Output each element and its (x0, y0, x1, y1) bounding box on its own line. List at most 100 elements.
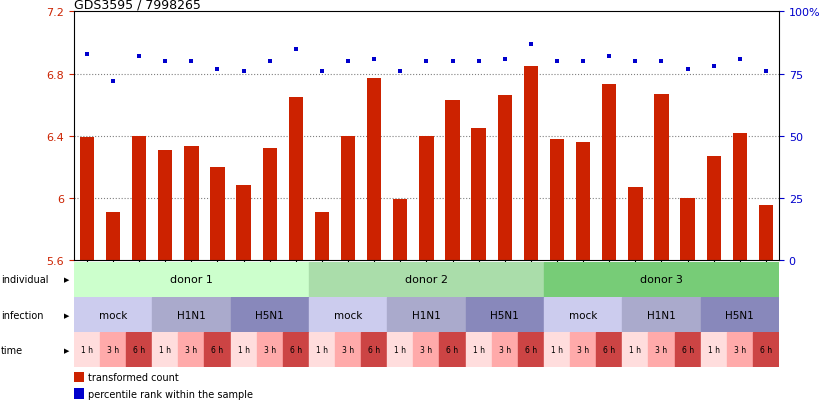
Text: H5N1: H5N1 (490, 310, 518, 320)
Text: 6 h: 6 h (524, 346, 536, 354)
Text: 6 h: 6 h (211, 346, 224, 354)
Text: 1 h: 1 h (550, 346, 563, 354)
Point (498, 56, 511, 63)
Text: 6 h: 6 h (133, 346, 145, 354)
Text: 3 h: 3 h (106, 346, 119, 354)
Bar (387, 332, 413, 368)
Point (158, 59, 171, 65)
Text: 6 h: 6 h (289, 346, 301, 354)
Point (133, 54, 146, 60)
Point (237, 69, 250, 75)
Bar (184, 147, 198, 260)
Text: 3 h: 3 h (342, 346, 354, 354)
Bar (680, 198, 694, 260)
Text: 6 h: 6 h (603, 346, 614, 354)
Text: 3 h: 3 h (263, 346, 275, 354)
Bar (517, 332, 543, 368)
Bar (648, 332, 674, 368)
Bar (550, 140, 563, 260)
Bar (419, 136, 433, 260)
Bar (491, 332, 517, 368)
Bar (204, 332, 230, 368)
Point (263, 59, 276, 65)
Text: infection: infection (1, 310, 43, 320)
Bar (106, 212, 120, 260)
Text: 1 h: 1 h (159, 346, 171, 354)
Bar (595, 332, 622, 368)
Point (628, 59, 641, 65)
Bar (758, 206, 772, 260)
Point (732, 56, 745, 63)
Text: ▶: ▶ (64, 312, 70, 318)
Text: H1N1: H1N1 (177, 310, 206, 320)
Text: 1 h: 1 h (707, 346, 719, 354)
Bar (210, 167, 224, 260)
Text: 1 h: 1 h (238, 346, 249, 354)
Bar (178, 332, 204, 368)
Bar (575, 142, 590, 260)
Point (654, 59, 667, 65)
Point (602, 54, 615, 60)
Bar (543, 332, 569, 368)
Point (80, 51, 93, 58)
Bar (283, 332, 309, 368)
Point (472, 59, 485, 65)
Bar (309, 297, 387, 332)
Bar (100, 332, 126, 368)
Text: 1 h: 1 h (394, 346, 405, 354)
Text: 1 h: 1 h (472, 346, 484, 354)
Text: 3 h: 3 h (577, 346, 589, 354)
Text: GDS3595 / 7998265: GDS3595 / 7998265 (74, 0, 201, 11)
Point (106, 78, 120, 85)
Point (393, 69, 406, 75)
Text: H5N1: H5N1 (725, 310, 753, 320)
Bar (74, 332, 100, 368)
Text: 1 h: 1 h (315, 346, 328, 354)
Bar (731, 133, 746, 260)
Bar (335, 332, 360, 368)
Text: donor 1: donor 1 (170, 275, 212, 285)
Text: H1N1: H1N1 (411, 310, 441, 320)
Bar (262, 149, 277, 260)
Text: mock: mock (98, 310, 127, 320)
Point (210, 66, 224, 73)
Bar (523, 66, 537, 260)
Text: mock: mock (333, 310, 362, 320)
Point (576, 59, 589, 65)
Bar (622, 332, 648, 368)
Point (315, 69, 328, 75)
Text: 6 h: 6 h (759, 346, 771, 354)
Bar (230, 332, 256, 368)
Text: ▶: ▶ (64, 347, 70, 353)
Bar (387, 297, 465, 332)
Text: transformed count: transformed count (88, 372, 179, 382)
Bar (543, 262, 778, 297)
Bar (726, 332, 752, 368)
Bar (674, 332, 699, 368)
Text: percentile rank within the sample: percentile rank within the sample (88, 389, 252, 399)
Text: time: time (1, 345, 23, 355)
Text: ▶: ▶ (64, 277, 70, 283)
Point (367, 56, 380, 63)
Bar (465, 297, 543, 332)
Bar (74, 297, 152, 332)
Bar (309, 332, 335, 368)
Text: donor 3: donor 3 (640, 275, 682, 285)
Bar (471, 128, 485, 260)
Bar (74, 262, 309, 297)
Bar (158, 150, 172, 260)
Bar (392, 200, 407, 260)
Bar (360, 332, 387, 368)
Point (184, 59, 197, 65)
Bar (230, 297, 309, 332)
Bar (413, 332, 439, 368)
Point (419, 59, 432, 65)
Bar (152, 297, 230, 332)
Point (289, 46, 302, 53)
Text: 3 h: 3 h (654, 346, 667, 354)
Point (758, 69, 771, 75)
Point (341, 59, 354, 65)
Bar (699, 297, 778, 332)
Bar (309, 262, 543, 297)
Point (681, 66, 694, 73)
